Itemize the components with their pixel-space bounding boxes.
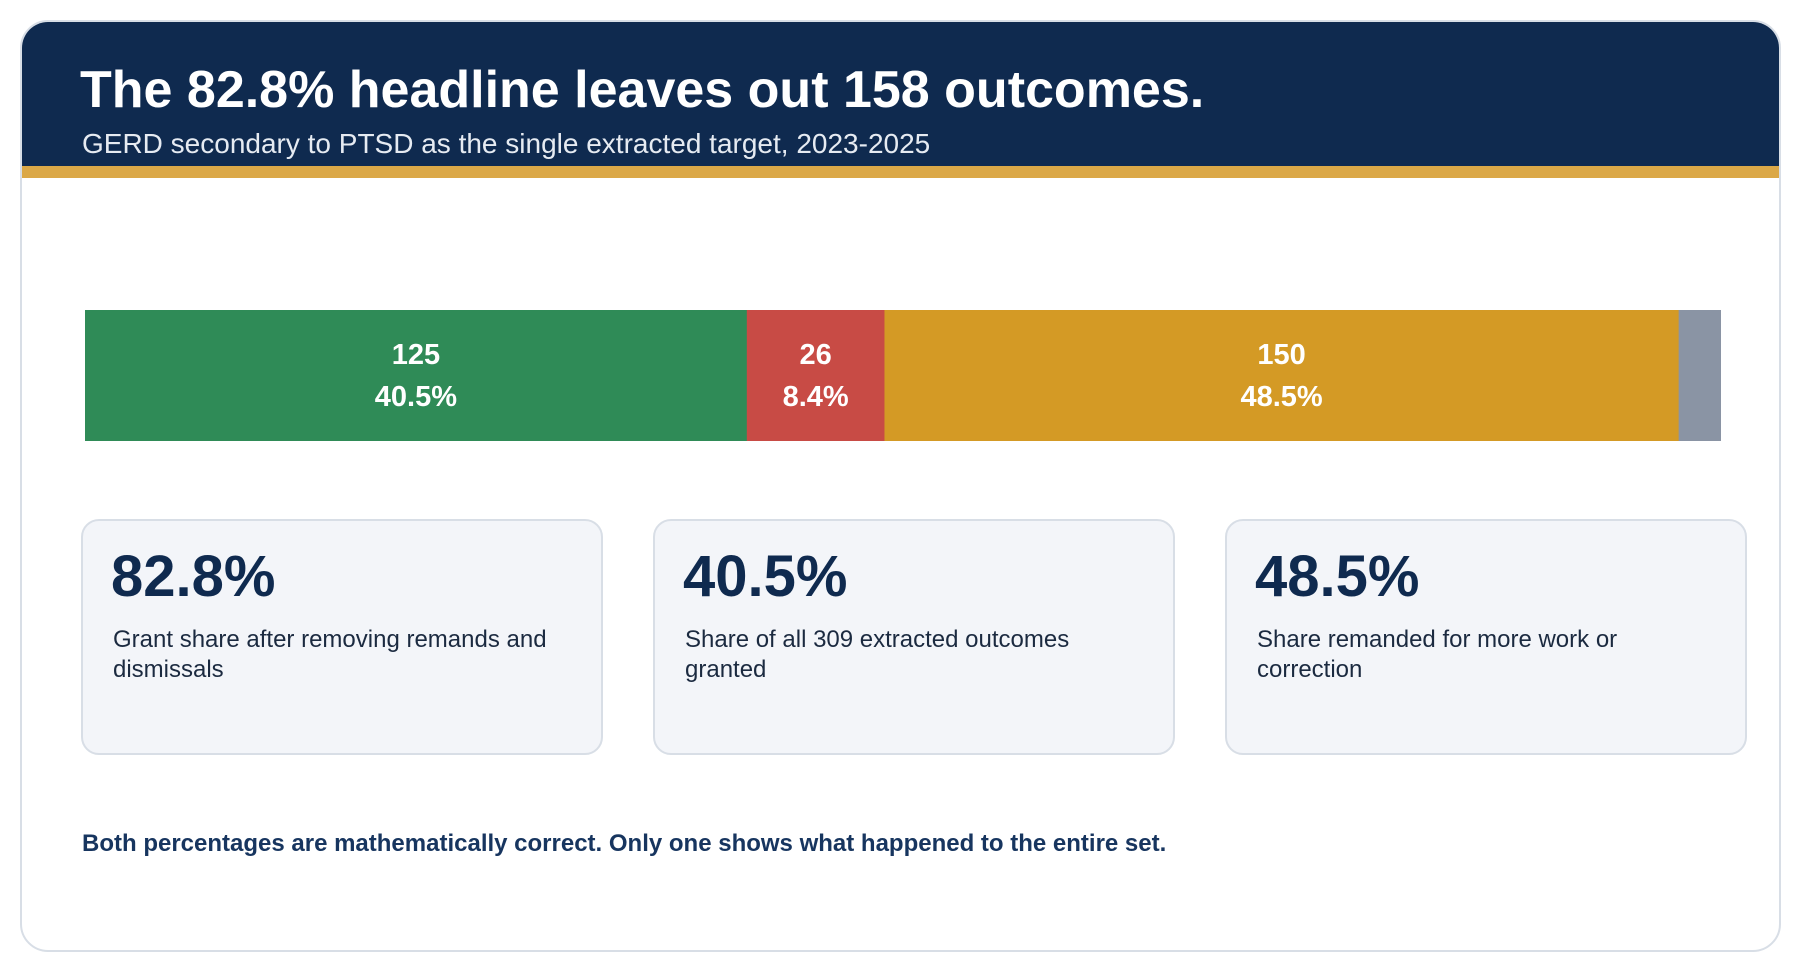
chart-title: The 82.8% headline leaves out 158 outcom…	[80, 61, 1205, 119]
stat-value: 48.5%	[1255, 544, 1420, 609]
stat-card-overall-grant: 40.5% Share of all 309 extracted outcome…	[653, 519, 1175, 755]
bar-segment-2	[884, 310, 1680, 441]
bar-segment-0	[85, 310, 748, 441]
stat-card-remand: 48.5% Share remanded for more work or co…	[1225, 519, 1747, 755]
footnote: Both percentages are mathematically corr…	[82, 830, 1167, 857]
stat-card-adjusted-grant: 82.8% Grant share after removing remands…	[81, 519, 603, 755]
bar-segment-3	[1678, 310, 1721, 441]
bar-segment-1	[746, 310, 885, 441]
segment-count-label-1: 26	[800, 339, 832, 371]
stat-value: 40.5%	[683, 544, 848, 609]
segment-percent-label-1: 8.4%	[783, 381, 849, 413]
header-banner: The 82.8% headline leaves out 158 outcom…	[22, 22, 1779, 178]
segment-count-label-0: 125	[392, 339, 440, 371]
segment-percent-label-2: 48.5%	[1240, 381, 1322, 413]
stat-description: Share of all 309 extracted outcomes gran…	[685, 626, 1070, 683]
stat-description: Grant share after removing remands and d…	[113, 626, 547, 683]
segment-count-label-2: 150	[1257, 339, 1305, 371]
chart-card: The 82.8% headline leaves out 158 outcom…	[20, 20, 1781, 952]
stacked-bar-svg: 125 40.5% 26 8.4% 150 48.5%	[85, 310, 1721, 441]
stat-value: 82.8%	[111, 544, 276, 609]
stat-description: Share remanded for more work or correcti…	[1257, 626, 1618, 683]
chart-subtitle: GERD secondary to PTSD as the single ext…	[82, 128, 931, 159]
stacked-bar: 125 40.5% 26 8.4% 150 48.5%	[85, 310, 1721, 441]
segment-percent-label-0: 40.5%	[375, 381, 457, 413]
